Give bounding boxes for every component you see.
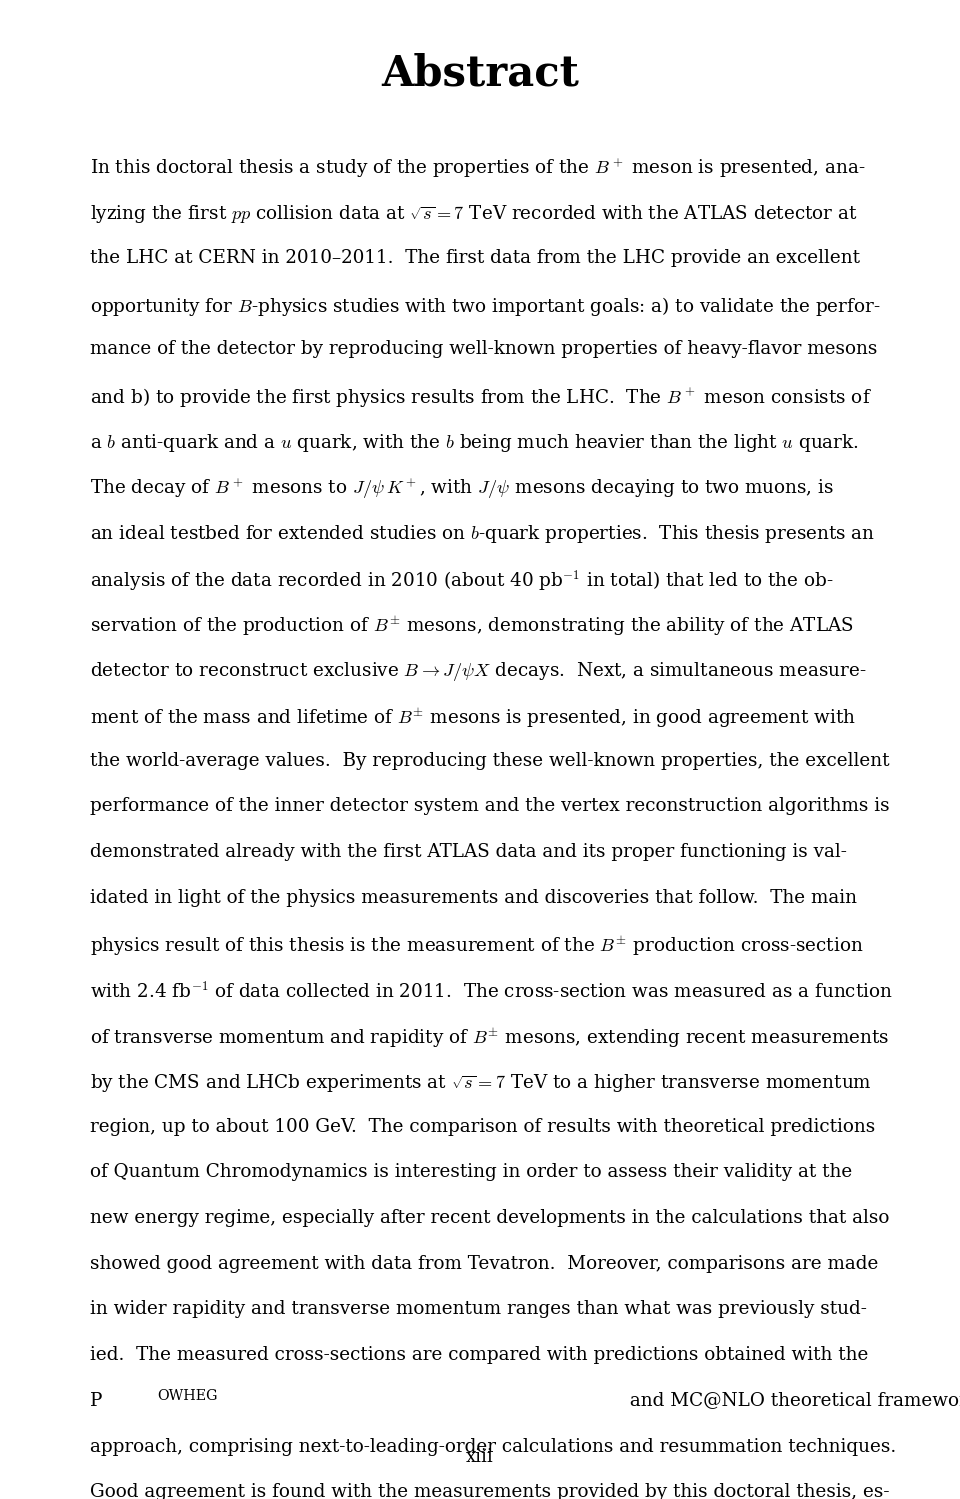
Text: ment of the mass and lifetime of $B^{\pm}$ mesons is presented, in good agreemen: ment of the mass and lifetime of $B^{\pm… xyxy=(90,706,856,730)
Text: the LHC at CERN in 2010–2011.  The first data from the LHC provide an excellent: the LHC at CERN in 2010–2011. The first … xyxy=(90,249,860,267)
Text: Abstract: Abstract xyxy=(381,52,579,94)
Text: performance of the inner detector system and the vertex reconstruction algorithm: performance of the inner detector system… xyxy=(90,797,890,815)
Text: xiii: xiii xyxy=(467,1448,493,1466)
Text: The decay of $B^+$ mesons to $J/\psi\,K^+$, with $J/\psi$ mesons decaying to two: The decay of $B^+$ mesons to $J/\psi\,K^… xyxy=(90,477,834,501)
Text: the world-average values.  By reproducing these well-known properties, the excel: the world-average values. By reproducing… xyxy=(90,751,890,770)
Text: by the CMS and LHCb experiments at $\sqrt{s}=7$ TeV to a higher transverse momen: by the CMS and LHCb experiments at $\sqr… xyxy=(90,1072,872,1094)
Text: physics result of this thesis is the measurement of the $B^{\pm}$ production cro: physics result of this thesis is the mea… xyxy=(90,934,864,958)
Text: lyzing the first $pp$ collision data at $\sqrt{s}=7$ TeV recorded with the ATLAS: lyzing the first $pp$ collision data at … xyxy=(90,202,858,225)
Text: OWHEG: OWHEG xyxy=(157,1388,218,1403)
Text: and b) to provide the first physics results from the LHC.  The $B^+$ meson consi: and b) to provide the first physics resu… xyxy=(90,385,872,409)
Text: demonstrated already with the first ATLAS data and its proper functioning is val: demonstrated already with the first ATLA… xyxy=(90,842,847,862)
Text: new energy regime, especially after recent developments in the calculations that: new energy regime, especially after rece… xyxy=(90,1208,890,1228)
Text: analysis of the data recorded in 2010 (about 40 pb$^{-1}$ in total) that led to : analysis of the data recorded in 2010 (a… xyxy=(90,568,834,594)
Text: opportunity for $B$-physics studies with two important goals: a) to validate the: opportunity for $B$-physics studies with… xyxy=(90,294,880,318)
Text: of transverse momentum and rapidity of $B^{\pm}$ mesons, extending recent measur: of transverse momentum and rapidity of $… xyxy=(90,1025,889,1049)
Text: with 2.4 fb$^{-1}$ of data collected in 2011.  The cross-section was measured as: with 2.4 fb$^{-1}$ of data collected in … xyxy=(90,980,893,1001)
Text: in wider rapidity and transverse momentum ranges than what was previously stud-: in wider rapidity and transverse momentu… xyxy=(90,1300,867,1319)
Text: Good agreement is found with the measurements provided by this doctoral thesis, : Good agreement is found with the measure… xyxy=(90,1483,890,1499)
Text: a $b$ anti-quark and a $u$ quark, with the $b$ being much heavier than the light: a $b$ anti-quark and a $u$ quark, with t… xyxy=(90,432,859,454)
Text: approach, comprising next-to-leading-order calculations and resummation techniqu: approach, comprising next-to-leading-ord… xyxy=(90,1438,897,1456)
Text: idated in light of the physics measurements and discoveries that follow.  The ma: idated in light of the physics measureme… xyxy=(90,889,857,907)
Text: servation of the production of $B^{\pm}$ mesons, demonstrating the ability of th: servation of the production of $B^{\pm}$… xyxy=(90,615,853,639)
Text: showed good agreement with data from Tevatron.  Moreover, comparisons are made: showed good agreement with data from Tev… xyxy=(90,1255,878,1273)
Text: and MC@NLO theoretical frameworks and with predictions of the FONLL: and MC@NLO theoretical frameworks and wi… xyxy=(625,1391,960,1411)
Text: ied.  The measured cross-sections are compared with predictions obtained with th: ied. The measured cross-sections are com… xyxy=(90,1346,869,1364)
Text: detector to reconstruct exclusive $B \rightarrow J/\psi X$ decays.  Next, a simu: detector to reconstruct exclusive $B \ri… xyxy=(90,660,867,684)
Text: of Quantum Chromodynamics is interesting in order to assess their validity at th: of Quantum Chromodynamics is interesting… xyxy=(90,1163,852,1181)
Text: In this doctoral thesis a study of the properties of the $B^+$ meson is presente: In this doctoral thesis a study of the p… xyxy=(90,157,866,180)
Text: an ideal testbed for extended studies on $b$-quark properties.  This thesis pres: an ideal testbed for extended studies on… xyxy=(90,523,876,546)
Text: region, up to about 100 GeV.  The comparison of results with theoretical predict: region, up to about 100 GeV. The compari… xyxy=(90,1117,876,1136)
Text: P: P xyxy=(90,1391,103,1411)
Text: mance of the detector by reproducing well-known properties of heavy-flavor meson: mance of the detector by reproducing wel… xyxy=(90,340,877,358)
